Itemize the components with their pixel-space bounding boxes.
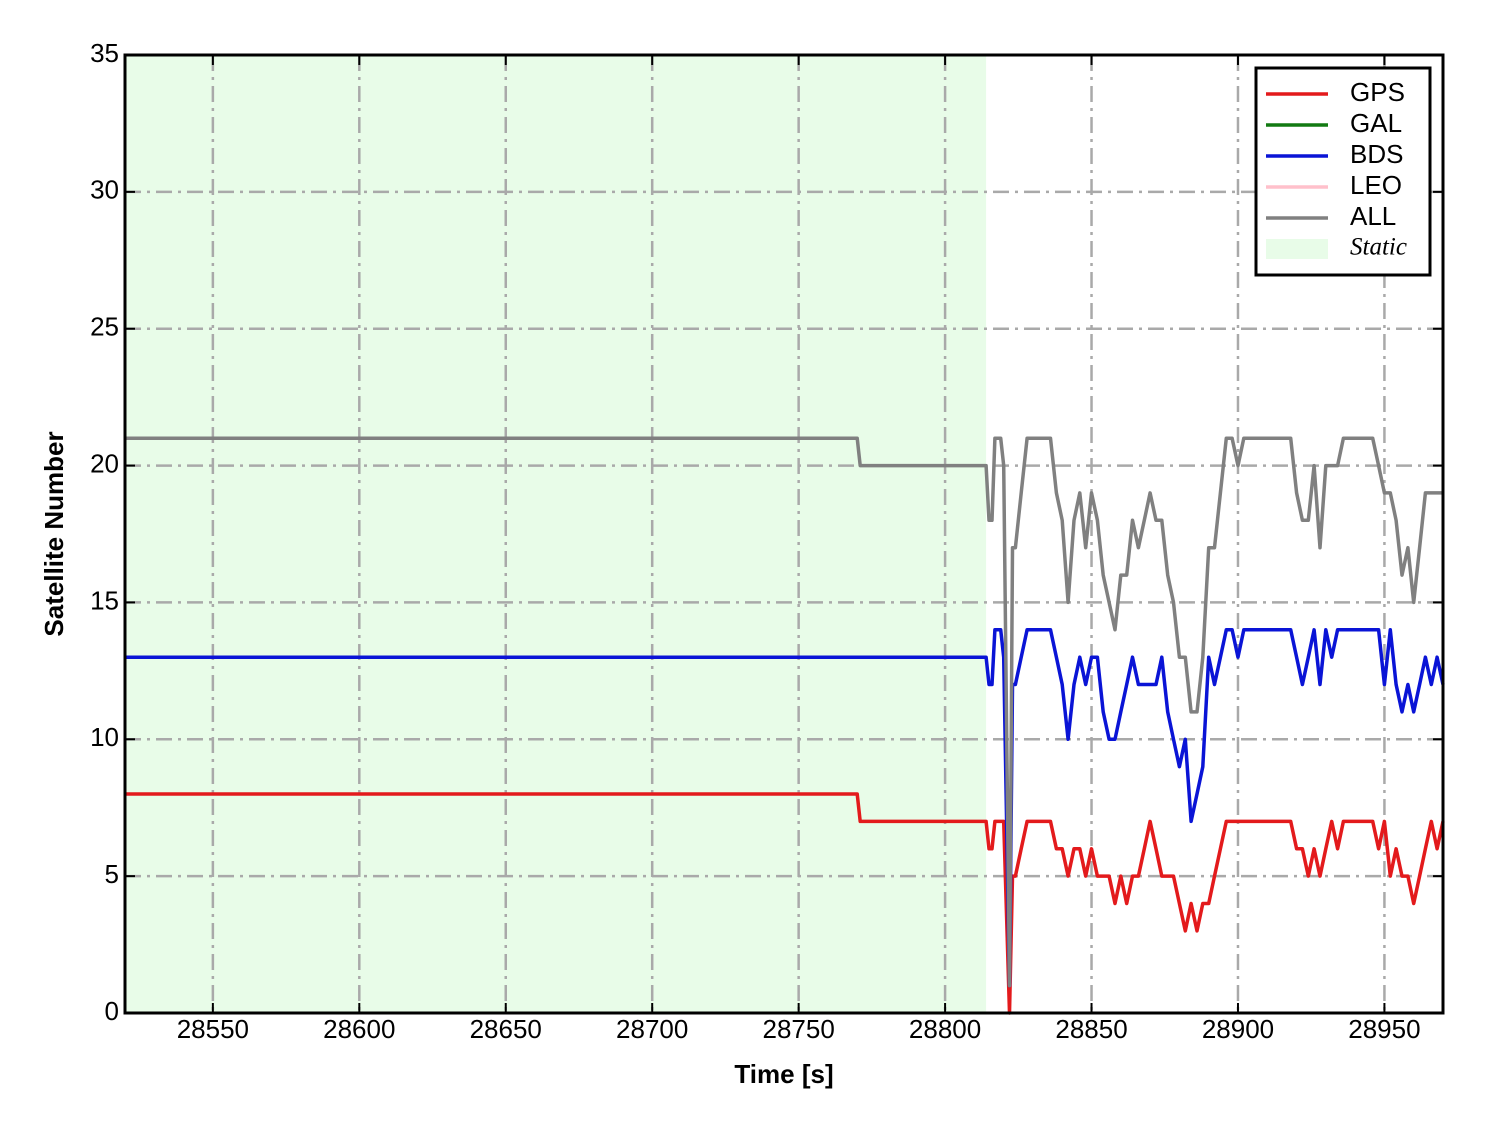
y-axis-label: Satellite Number	[39, 431, 69, 636]
y-tick-label: 10	[90, 722, 119, 752]
x-tick-label: 28800	[909, 1014, 981, 1044]
legend-swatch	[1266, 239, 1328, 259]
y-tick-label: 0	[105, 996, 119, 1026]
x-axis-label: Time [s]	[734, 1059, 833, 1089]
x-tick-label: 28900	[1202, 1014, 1274, 1044]
legend-label: LEO	[1350, 170, 1402, 200]
x-tick-label: 28650	[470, 1014, 542, 1044]
y-tick-label: 20	[90, 448, 119, 478]
series-line	[125, 436, 1443, 988]
x-tick-label: 28550	[177, 1014, 249, 1044]
y-tick-label: 5	[105, 859, 119, 889]
y-tick-label: 15	[90, 585, 119, 615]
legend-label: GAL	[1350, 108, 1402, 138]
x-tick-label: 28750	[762, 1014, 834, 1044]
x-tick-label: 28950	[1348, 1014, 1420, 1044]
series-line	[125, 628, 1445, 988]
y-tick-label: 35	[90, 38, 119, 68]
legend-label: ALL	[1350, 201, 1396, 231]
static-span	[125, 55, 987, 1013]
y-tick-label: 25	[90, 312, 119, 342]
x-tick-label: 28850	[1055, 1014, 1127, 1044]
legend-label: BDS	[1350, 139, 1403, 169]
x-tick-label: 28700	[616, 1014, 688, 1044]
legend-label: Static	[1350, 234, 1407, 261]
x-tick-label: 28600	[323, 1014, 395, 1044]
series-line	[125, 792, 1445, 1015]
legend-label: GPS	[1350, 77, 1405, 107]
plot-frame	[123, 53, 1445, 1015]
y-tick-label: 30	[90, 175, 119, 205]
